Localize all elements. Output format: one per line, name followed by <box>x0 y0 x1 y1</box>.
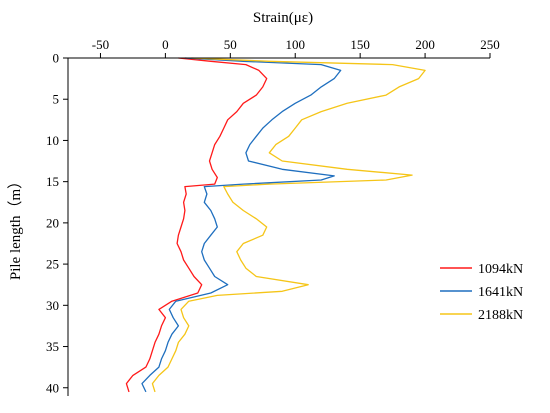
x-tick-label: 100 <box>285 37 305 52</box>
legend-label-2: 1641kN <box>478 285 523 300</box>
y-tick-label: 40 <box>46 380 59 395</box>
y-tick-label: 10 <box>46 133 59 148</box>
x-tick-label: 150 <box>350 37 370 52</box>
series-line-1 <box>125 57 268 393</box>
y-tick-label: 30 <box>46 298 59 313</box>
x-tick-label: 200 <box>415 37 435 52</box>
x-axis-title: Strain(με) <box>253 10 313 26</box>
legend-label-3: 2188kN <box>478 308 523 323</box>
series-line-3 <box>151 57 426 393</box>
y-tick-label: 35 <box>46 339 59 354</box>
y-tick-label: 0 <box>53 51 60 66</box>
series-layer <box>125 57 426 393</box>
y-tick-label: 20 <box>46 215 59 230</box>
legend: 1094kN 1641kN 2188kN <box>440 262 523 323</box>
x-tick-label: -50 <box>92 37 109 52</box>
axes-layer: -50 0 50 100 150 200 250 0 5 10 15 20 25 30 35 40 <box>46 37 500 396</box>
legend-label-1: 1094kN <box>478 262 523 277</box>
x-tick-label: 50 <box>224 37 237 52</box>
x-tick-label: 250 <box>480 37 500 52</box>
y-tick-label: 5 <box>53 92 60 107</box>
series-line-2 <box>141 57 342 393</box>
y-tick-label: 25 <box>46 257 59 272</box>
y-axis-title: Pile length（m） <box>7 174 24 280</box>
y-tick-label: 15 <box>46 174 59 189</box>
x-tick-label: 0 <box>162 37 169 52</box>
